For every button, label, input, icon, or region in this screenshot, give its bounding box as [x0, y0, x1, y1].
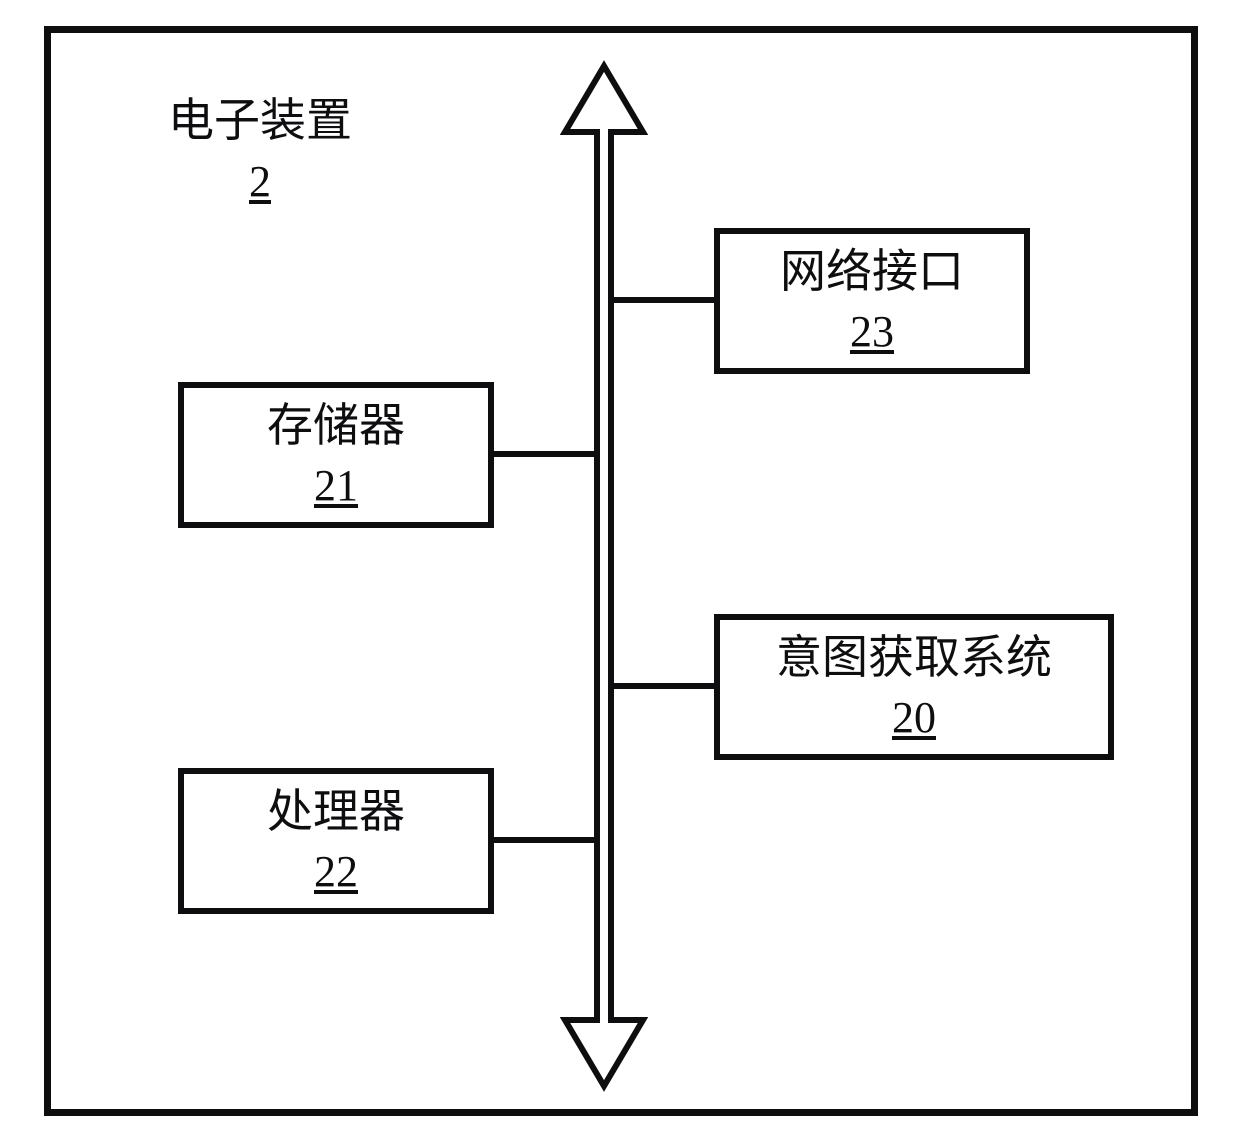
node-intent-system: 意图获取系统 20 — [714, 614, 1114, 760]
node-processor-label: 处理器 — [267, 783, 405, 841]
node-intent-system-ref: 20 — [892, 690, 936, 745]
node-network-interface-ref: 23 — [850, 304, 894, 359]
node-processor: 处理器 22 — [178, 768, 494, 914]
node-memory-label: 存储器 — [267, 397, 405, 455]
node-network-interface-label: 网络接口 — [780, 243, 964, 301]
diagram-canvas: 电子装置 2 网络接口 23 存储器 21 意图获取系统 20 处理器 22 — [0, 0, 1240, 1141]
node-processor-ref: 22 — [314, 844, 358, 899]
device-title-ref: 2 — [249, 156, 271, 207]
device-title: 电子装置 2 — [120, 84, 400, 207]
node-network-interface: 网络接口 23 — [714, 228, 1030, 374]
node-intent-system-label: 意图获取系统 — [776, 629, 1052, 687]
node-memory: 存储器 21 — [178, 382, 494, 528]
node-memory-ref: 21 — [314, 458, 358, 513]
device-title-text: 电子装置 — [120, 84, 400, 150]
